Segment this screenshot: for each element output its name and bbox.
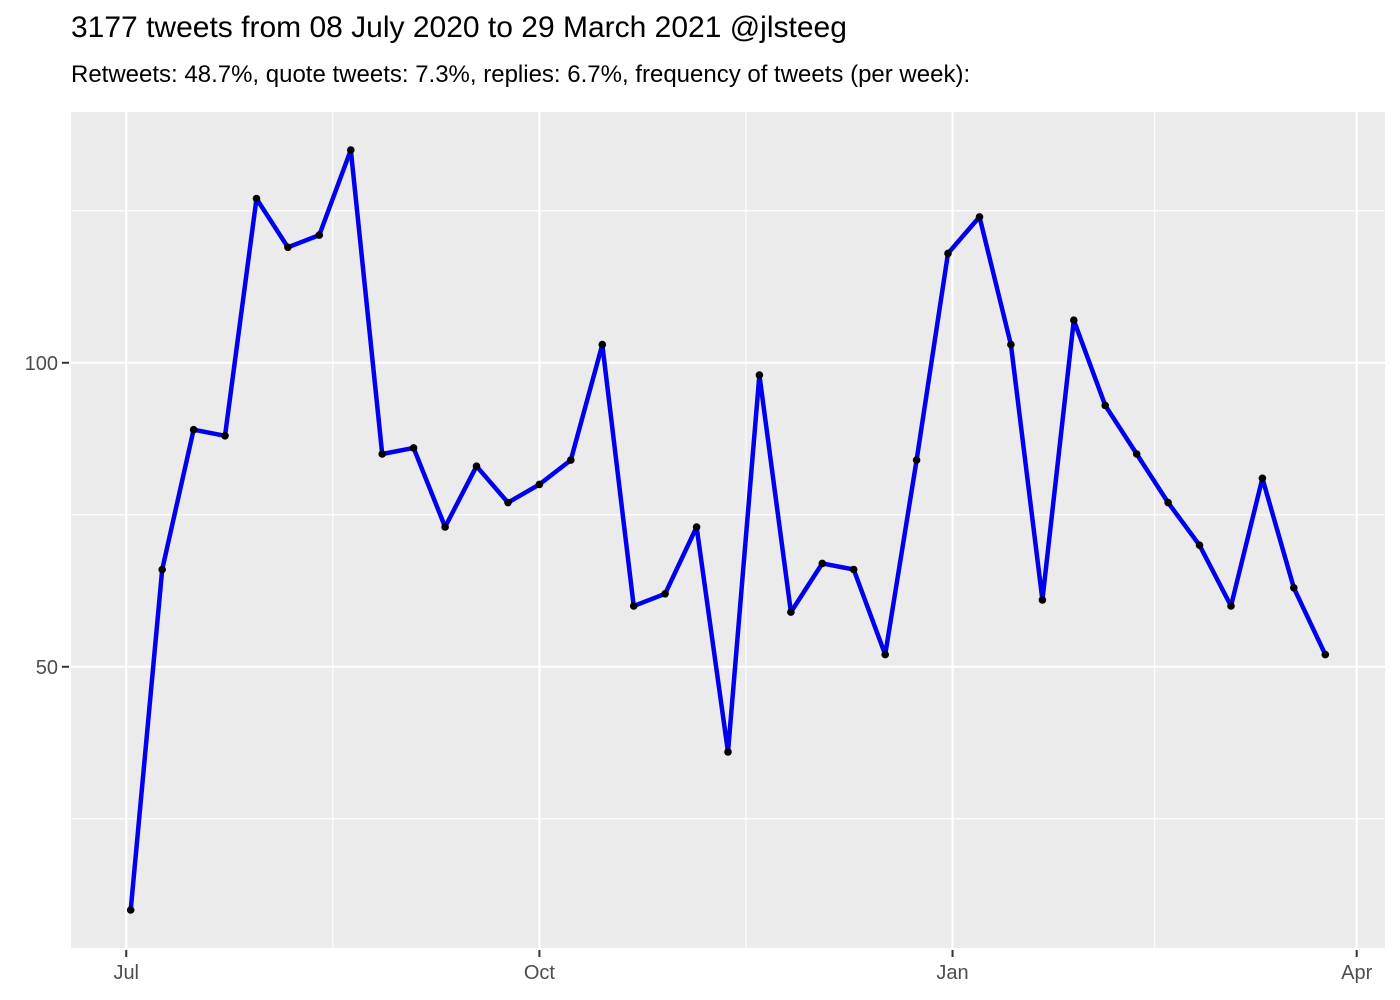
y-axis-tick-label: 50 [36, 657, 58, 679]
x-axis-tick-label: Oct [524, 962, 556, 984]
data-point [1258, 474, 1267, 483]
data-point [975, 213, 984, 221]
data-point [221, 432, 229, 440]
data-point [126, 906, 135, 914]
data-point [1164, 498, 1172, 507]
data-point [472, 462, 481, 471]
data-point [252, 194, 261, 203]
data-point [692, 523, 701, 531]
y-axis-tick-label: 100 [25, 353, 58, 375]
data-point [661, 590, 669, 598]
data-point [315, 231, 324, 239]
data-point [347, 146, 355, 154]
data-point [441, 523, 449, 531]
data-point [818, 559, 827, 568]
data-point [535, 480, 544, 489]
data-point [1321, 650, 1330, 659]
x-axis-tick-label: Apr [1341, 962, 1372, 984]
chart-subtitle: Retweets: 48.7%, quote tweets: 7.3%, rep… [71, 61, 971, 88]
data-point [409, 444, 418, 452]
data-point [724, 748, 732, 756]
data-point [1007, 340, 1015, 349]
data-point [598, 340, 607, 349]
data-point [1070, 316, 1078, 325]
data-point [189, 425, 198, 434]
data-point [504, 498, 512, 507]
chart-title: 3177 tweets from 08 July 2020 to 29 Marc… [71, 11, 847, 44]
data-point [944, 249, 952, 258]
data-point [1290, 584, 1298, 592]
data-point [755, 371, 764, 379]
data-point [158, 565, 166, 574]
data-point [378, 450, 387, 458]
data-point [787, 608, 795, 616]
data-point [284, 243, 292, 252]
data-point [1038, 596, 1047, 604]
x-axis-tick-label: Jul [113, 962, 139, 984]
x-axis-tick-label: Jan [936, 962, 968, 984]
data-point [1101, 401, 1109, 410]
data-point [1227, 602, 1235, 610]
data-point [912, 456, 921, 464]
data-point [567, 456, 575, 464]
data-point [1132, 450, 1141, 458]
data-point [1195, 541, 1204, 549]
data-point [629, 602, 638, 610]
data-point [881, 650, 889, 659]
data-point [849, 565, 858, 574]
plot-panel [71, 112, 1385, 948]
